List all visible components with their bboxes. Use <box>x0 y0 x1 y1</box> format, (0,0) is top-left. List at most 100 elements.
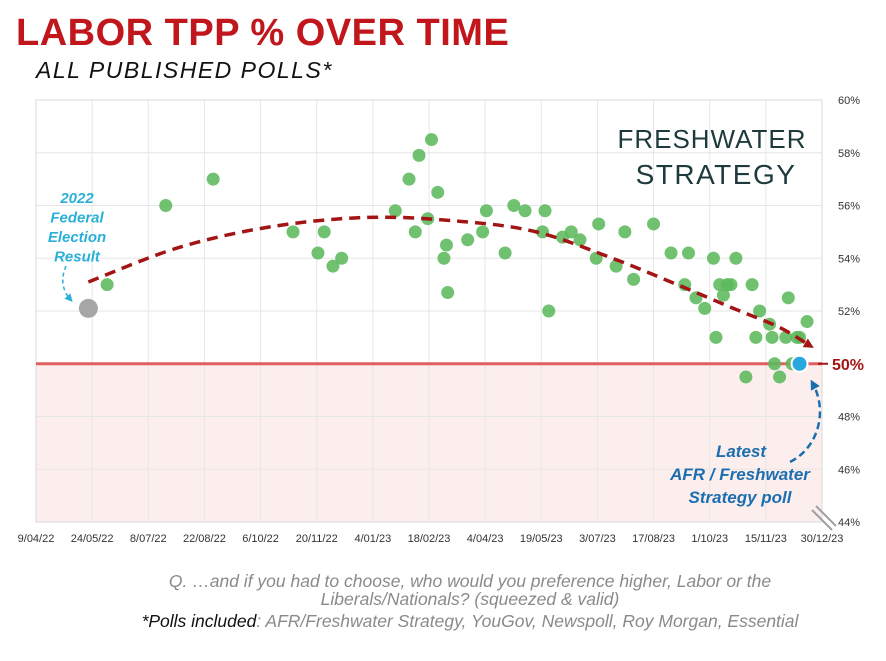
election-annotation-line: Result <box>54 249 101 266</box>
poll-point <box>431 185 445 199</box>
y-tick-label: 48% <box>838 412 860 424</box>
poll-point <box>100 278 114 292</box>
poll-point <box>408 225 422 239</box>
poll-point <box>709 330 723 344</box>
poll-point <box>618 225 632 239</box>
poll-point <box>564 225 578 239</box>
poll-point <box>749 330 763 344</box>
chart-title: LABOR TPP % OVER TIME <box>16 12 510 54</box>
y-tick-label: 46% <box>838 464 860 476</box>
election-annotation-line: Federal <box>50 210 104 227</box>
poll-point <box>706 251 720 265</box>
poll-point <box>609 259 623 273</box>
x-tick-label: 4/01/23 <box>355 533 392 545</box>
poll-point <box>437 251 451 265</box>
y-axis-ticks: 44% 46% 48% 52% 54% 56% 58% 60% <box>838 95 860 529</box>
poll-point <box>388 204 402 218</box>
y-tick-label: 58% <box>838 148 860 160</box>
poll-point <box>698 301 712 315</box>
latest-poll-point <box>790 354 809 373</box>
poll-point <box>286 225 300 239</box>
latest-annotation-arrow <box>789 379 822 464</box>
poll-point <box>326 259 340 273</box>
poll-point <box>781 291 795 305</box>
polls-included-list: : AFR/Freshwater Strategy, YouGov, Newsp… <box>256 611 799 631</box>
x-tick-label: 22/08/22 <box>183 533 226 545</box>
y-tick-label: 44% <box>838 517 860 529</box>
x-tick-label: 1/10/23 <box>691 533 728 545</box>
election-annotation-arrow <box>62 265 73 303</box>
poll-point <box>753 304 767 318</box>
poll-point <box>664 246 678 260</box>
chart-subtitle: ALL PUBLISHED POLLS* <box>36 57 333 83</box>
poll-point <box>773 370 787 384</box>
threshold-line: 50% <box>36 357 864 374</box>
x-tick-label: 4/04/23 <box>467 533 504 545</box>
poll-point <box>716 288 730 302</box>
latest-annotation-line: AFR / Freshwater <box>669 465 811 484</box>
poll-point <box>479 204 493 218</box>
x-tick-label: 6/10/22 <box>242 533 279 545</box>
polls-included-note: *Polls included: AFR/Freshwater Strategy… <box>120 612 820 630</box>
poll-point <box>592 217 606 231</box>
poll-point <box>461 233 475 247</box>
poll-point <box>739 370 753 384</box>
poll-point <box>765 330 779 344</box>
freshwater-logo: FRESHWATER STRATEGY <box>617 124 806 190</box>
x-tick-label: 30/12/23 <box>801 533 844 545</box>
plot-border <box>35 99 823 523</box>
poll-point <box>498 246 512 260</box>
axis-break-icon <box>811 505 837 531</box>
x-tick-label: 9/04/22 <box>18 533 55 545</box>
poll-point <box>159 199 173 212</box>
poll-point <box>412 148 426 162</box>
brand-line-1: FRESHWATER <box>617 124 806 154</box>
latest-annotation-line: Strategy poll <box>689 488 793 507</box>
x-tick-label: 3/07/23 <box>579 533 616 545</box>
poll-point <box>779 330 793 344</box>
poll-point <box>518 204 532 218</box>
poll-point <box>335 251 349 265</box>
poll-point <box>573 233 587 247</box>
highlight-markers <box>78 298 809 373</box>
election-annotation: 2022 Federal Election Result <box>48 190 106 266</box>
election-result-point <box>78 298 98 318</box>
threshold-label: 50% <box>832 357 864 374</box>
poll-point <box>317 225 331 239</box>
x-axis-ticks: 9/04/22 24/05/22 8/07/22 22/08/22 6/10/22 20/… <box>18 533 844 545</box>
poll-point <box>627 272 641 286</box>
brand-line-2: STRATEGY <box>636 159 797 190</box>
poll-point <box>800 315 814 329</box>
poll-point <box>724 278 738 292</box>
x-tick-label: 18/02/23 <box>408 533 451 545</box>
y-tick-label: 56% <box>838 201 860 213</box>
survey-question: Q. …and if you had to choose, who would … <box>168 571 772 609</box>
poll-point <box>729 251 743 265</box>
poll-point <box>311 246 325 260</box>
poll-point <box>745 278 759 292</box>
poll-point <box>439 238 453 252</box>
poll-point <box>424 133 438 147</box>
x-tick-label: 15/11/23 <box>745 533 787 545</box>
latest-annotation-line: Latest <box>716 442 767 461</box>
x-tick-label: 20/11/22 <box>296 533 338 545</box>
y-tick-label: 52% <box>838 306 860 318</box>
election-annotation-line: Election <box>48 229 106 246</box>
poll-point <box>402 172 416 186</box>
polls-included-lead: *Polls included <box>141 611 257 631</box>
annotations: 2022 Federal Election Result Latest AFR / Fre… <box>48 190 822 507</box>
poll-point <box>542 304 556 318</box>
x-tick-label: 17/08/23 <box>632 533 675 545</box>
poll-point <box>768 357 782 371</box>
y-tick-label: 60% <box>838 95 860 107</box>
y-tick-label: 54% <box>838 253 860 265</box>
latest-annotation: Latest AFR / Freshwater Strategy poll <box>669 442 811 507</box>
trend-path <box>87 215 814 348</box>
x-tick-label: 24/05/22 <box>71 533 114 545</box>
poll-point <box>441 286 455 300</box>
poll-point <box>206 172 220 186</box>
poll-point <box>538 204 552 218</box>
election-annotation-line: 2022 <box>59 190 94 207</box>
x-tick-label: 8/07/22 <box>130 533 167 545</box>
